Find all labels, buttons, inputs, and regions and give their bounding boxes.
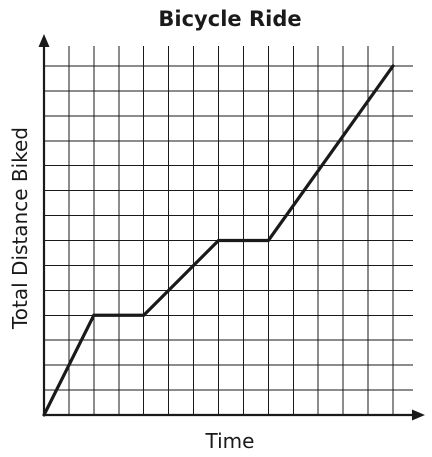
- y-axis-arrow: [38, 34, 50, 48]
- series-line-total-distance: [42, 64, 395, 417]
- x-axis-label: Time: [205, 429, 255, 453]
- series-layer: [42, 64, 395, 417]
- chart-title: Bicycle Ride: [158, 7, 301, 31]
- x-axis-arrow: [411, 409, 425, 421]
- axes: [38, 34, 425, 421]
- y-axis-label: Total Distance Biked: [8, 127, 32, 330]
- grid: [44, 46, 413, 415]
